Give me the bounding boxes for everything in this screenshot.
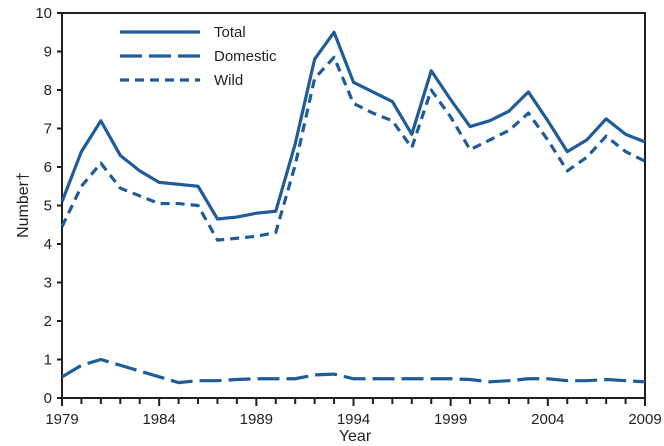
series-line-domestic xyxy=(61,357,646,385)
y-axis-tick-labels: 0 1 2 3 4 5 6 7 8 9 10 xyxy=(35,5,52,407)
x-tick-label: 2009 xyxy=(628,411,661,428)
y-tick-label: 3 xyxy=(44,275,52,292)
y-tick-label: 2 xyxy=(44,313,52,330)
plot-frame xyxy=(61,12,646,399)
y-tick-label: 6 xyxy=(44,159,52,176)
x-tick-label: 1979 xyxy=(45,411,78,428)
x-tick-label: 1984 xyxy=(142,411,175,428)
y-axis-title: Number† xyxy=(15,172,32,238)
y-tick-label: 8 xyxy=(44,82,52,99)
legend-label-domestic: Domestic xyxy=(214,48,277,65)
y-axis-ticks xyxy=(57,12,62,399)
series-line-total xyxy=(60,30,646,221)
chart-legend: Total Domestic Wild xyxy=(120,24,277,89)
x-axis-ticks xyxy=(61,398,646,406)
y-tick-label: 0 xyxy=(44,390,52,407)
x-axis-tick-labels: 1979 1984 1989 1994 1999 2004 2009 xyxy=(45,411,661,428)
y-tick-label: 1 xyxy=(44,352,52,369)
x-tick-label: 1994 xyxy=(337,411,370,428)
x-tick-label: 2004 xyxy=(531,411,564,428)
legend-label-wild: Wild xyxy=(214,72,243,89)
x-tick-label: 1989 xyxy=(240,411,273,428)
x-tick-label: 1999 xyxy=(434,411,467,428)
y-tick-label: 10 xyxy=(35,5,52,22)
y-tick-label: 9 xyxy=(44,44,52,61)
legend-label-total: Total xyxy=(214,24,246,41)
y-tick-label: 4 xyxy=(44,236,52,253)
x-axis-title: Year xyxy=(339,428,372,445)
data-series-group xyxy=(60,30,646,385)
y-tick-label: 5 xyxy=(44,198,52,215)
y-tick-label: 7 xyxy=(44,121,52,138)
